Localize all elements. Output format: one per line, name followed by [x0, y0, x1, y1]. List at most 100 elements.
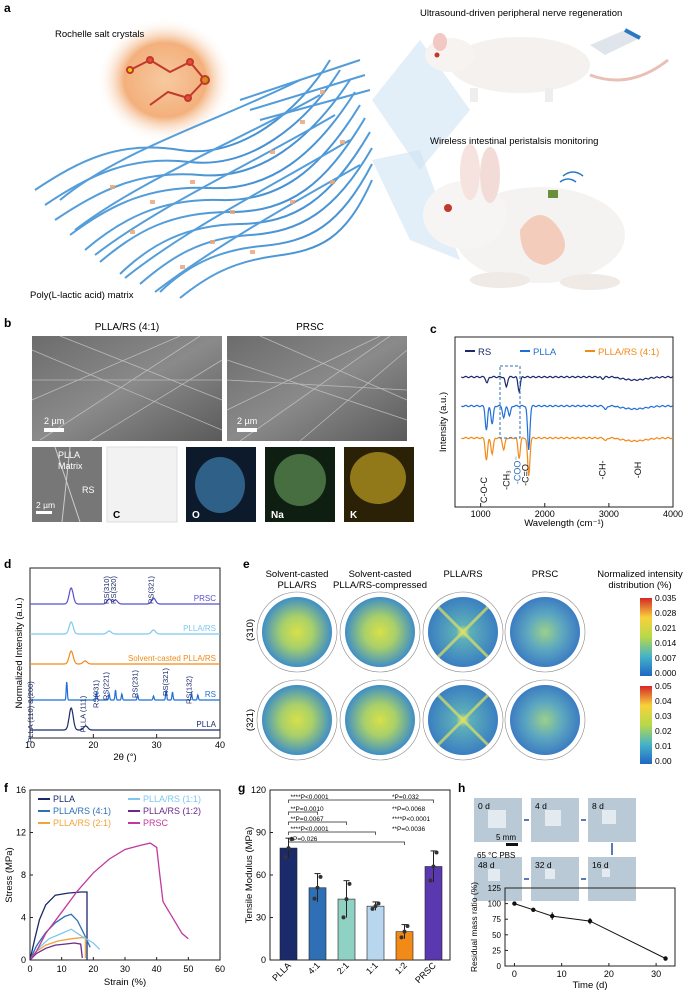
- ftir-ticks: 1000 2000 3000 4000: [471, 503, 683, 519]
- stress-legend-label-0: PLLA: [53, 794, 75, 804]
- panel-label-e: e: [243, 557, 250, 571]
- modulus-cat-3: 1:1: [364, 960, 380, 976]
- panel-label-d: d: [4, 557, 11, 571]
- annot-rs: RS: [82, 485, 95, 495]
- e-col-title-3: PRSC: [532, 569, 559, 580]
- panel-label-g: g: [238, 781, 245, 795]
- eds-label-o: O: [192, 510, 200, 521]
- modulus-ytick-label-0: 0: [261, 955, 266, 965]
- e-col-title-1: Solvent-casted PLLA/RS-compressed: [333, 569, 427, 591]
- ftir-ylabel: Intensity (a.u.): [438, 392, 449, 452]
- modulus-dot-4-0: [399, 935, 404, 940]
- e-ring-1-0: [256, 679, 338, 761]
- panel-label-c: c: [430, 322, 437, 336]
- modulus-bracket-1: [288, 811, 318, 815]
- ftir-annotation-4: -CH-: [598, 461, 608, 480]
- mass-point-1: [531, 907, 536, 913]
- crystal-glow: [97, 18, 233, 142]
- e-cbar2-label-4: 0.01: [655, 741, 672, 751]
- xrd-series-2: [30, 650, 220, 665]
- xrd-series-0: [30, 587, 220, 605]
- mass-xlabel: Time (d): [572, 980, 607, 991]
- modulus-dot-3-0: [370, 906, 375, 911]
- mass-line: [514, 903, 666, 959]
- ftir-annotation-0: C-O-C: [479, 477, 489, 503]
- modulus-ticks: 0 30 60 90 120: [251, 785, 273, 965]
- xrd-ylabel: Normalized Intensity (a.u.): [14, 598, 25, 709]
- eds-map-na: [265, 447, 335, 522]
- xrd-peak-label-6: RS(321): [161, 668, 170, 696]
- modulus-dot-5-0: [428, 878, 433, 883]
- modulus-cat-4: 1:2: [393, 960, 409, 976]
- stress-legend-label-4: PLLA/RS (1:2): [143, 806, 201, 816]
- scale-text-right: 2 µm: [237, 416, 257, 426]
- panel-label-b: b: [4, 316, 11, 330]
- modulus-bracket-3: [288, 831, 376, 835]
- e-disc-1-0: [262, 685, 332, 755]
- ftir-tick-label-2: 3000: [599, 509, 619, 519]
- e-x-pattern-0: [436, 605, 490, 659]
- scale-text-left: 2 µm: [44, 416, 64, 426]
- ftir-tick-label-1: 2000: [535, 509, 555, 519]
- stress-series-1: [29, 913, 91, 961]
- ftir-annotation-2: -COO⁻: [512, 456, 522, 484]
- modulus-dot-1-1: [315, 885, 320, 890]
- rs-crystals-on-fibers: [110, 90, 345, 269]
- scale-bar-left: [44, 428, 64, 432]
- panel-h: h 0 d 4 d 8 d 48 d 32 d 16 d 5 mm 65 °C PBS 0…: [458, 781, 676, 991]
- xrd-lines: PRSC PLLA/RS Solvent-casted PLLA/RS RS PLLA: [30, 587, 220, 731]
- mass-point-3: [587, 918, 593, 924]
- ftir-series-1: [461, 404, 674, 450]
- stress-series-0: [29, 891, 88, 961]
- e-disc-0-3: [510, 597, 580, 667]
- modulus-sig-1: *P=0.032: [392, 794, 419, 801]
- modulus-bracket-4: [288, 841, 405, 845]
- xrd-frame: [29, 567, 221, 739]
- stress-ticks: 0 10 20 30 40 50 60 0 4 8 12 16: [16, 785, 225, 974]
- tile-label-3: 48 d: [478, 860, 495, 870]
- eds-label-c: C: [113, 510, 120, 521]
- ftir-tick-label-0: 1000: [471, 509, 491, 519]
- stress-ylabel: Stress (MPa): [4, 847, 15, 902]
- ftir-annotation-1: -CH₃: [502, 470, 512, 490]
- stress-series-4: [29, 942, 83, 961]
- xrd-series-label-2: Solvent-casted PLLA/RS: [128, 654, 216, 663]
- stress-legend-label-2: PLLA/RS (2:1): [53, 818, 111, 828]
- xrd-tick-label-0: 10: [25, 740, 35, 750]
- eds-label-na: Na: [271, 510, 284, 521]
- mass-xtick-label-1: 10: [557, 969, 567, 979]
- ftir-legend-label-1: PLLA: [533, 347, 557, 358]
- modulus-dot-0-0: [283, 855, 288, 860]
- e-ring-0-1: [339, 591, 421, 673]
- sem-image-left: [32, 336, 222, 441]
- e-cbar1-label-1: 0.028: [655, 608, 677, 618]
- e-disc-0-1: [345, 597, 415, 667]
- tile-sample-1: [545, 810, 561, 826]
- mass-point-0: [512, 901, 517, 906]
- modulus-dot-1-2: [318, 874, 323, 879]
- modulus-cat-1: 4:1: [306, 960, 322, 976]
- ftir-xlabel: Wavelength (cm⁻¹): [524, 518, 604, 529]
- tile-label-1: 4 d: [535, 801, 547, 811]
- e-cbar2-label-1: 0.04: [655, 696, 672, 706]
- xrd-series-label-0: PRSC: [194, 594, 216, 603]
- xrd-ticks: 10 20 30 40: [25, 734, 225, 750]
- xrd-peak-label-2: RS(321): [147, 576, 156, 604]
- e-colorbar-ticks: 0.035 0.028 0.021 0.014 0.007 0.000 0.05 0.04 0.…: [655, 593, 677, 766]
- sem-fiber-texture: [31, 335, 408, 442]
- e-cbar2-label-5: 0.00: [655, 756, 672, 766]
- ftir-legend-label-2: PLLA/RS (4:1): [598, 347, 659, 358]
- modulus-ytick-label-4: 120: [251, 785, 266, 795]
- e-colorbar-2: [640, 686, 652, 764]
- stress-legend-label-5: PRSC: [143, 818, 169, 828]
- stress-legend-label-1: PLLA/RS (4:1): [53, 806, 111, 816]
- xrd-labels: RS(310)RS(320) RS(321) RS(031) RS(221) RS(23…: [26, 576, 193, 743]
- modulus-sig-8: *P=0.026: [291, 836, 318, 843]
- xrd-peak-label-0: RS(310): [102, 576, 111, 604]
- eds-o-signal: [195, 457, 245, 513]
- sem-title-right: PRSC: [296, 322, 324, 333]
- ftir-annotation-5: -OH: [633, 462, 643, 479]
- e-row-321: (321): [245, 709, 256, 731]
- xrd-peak-label-1: RS(320): [109, 576, 118, 604]
- ftir-legend-label-0: RS: [478, 347, 491, 358]
